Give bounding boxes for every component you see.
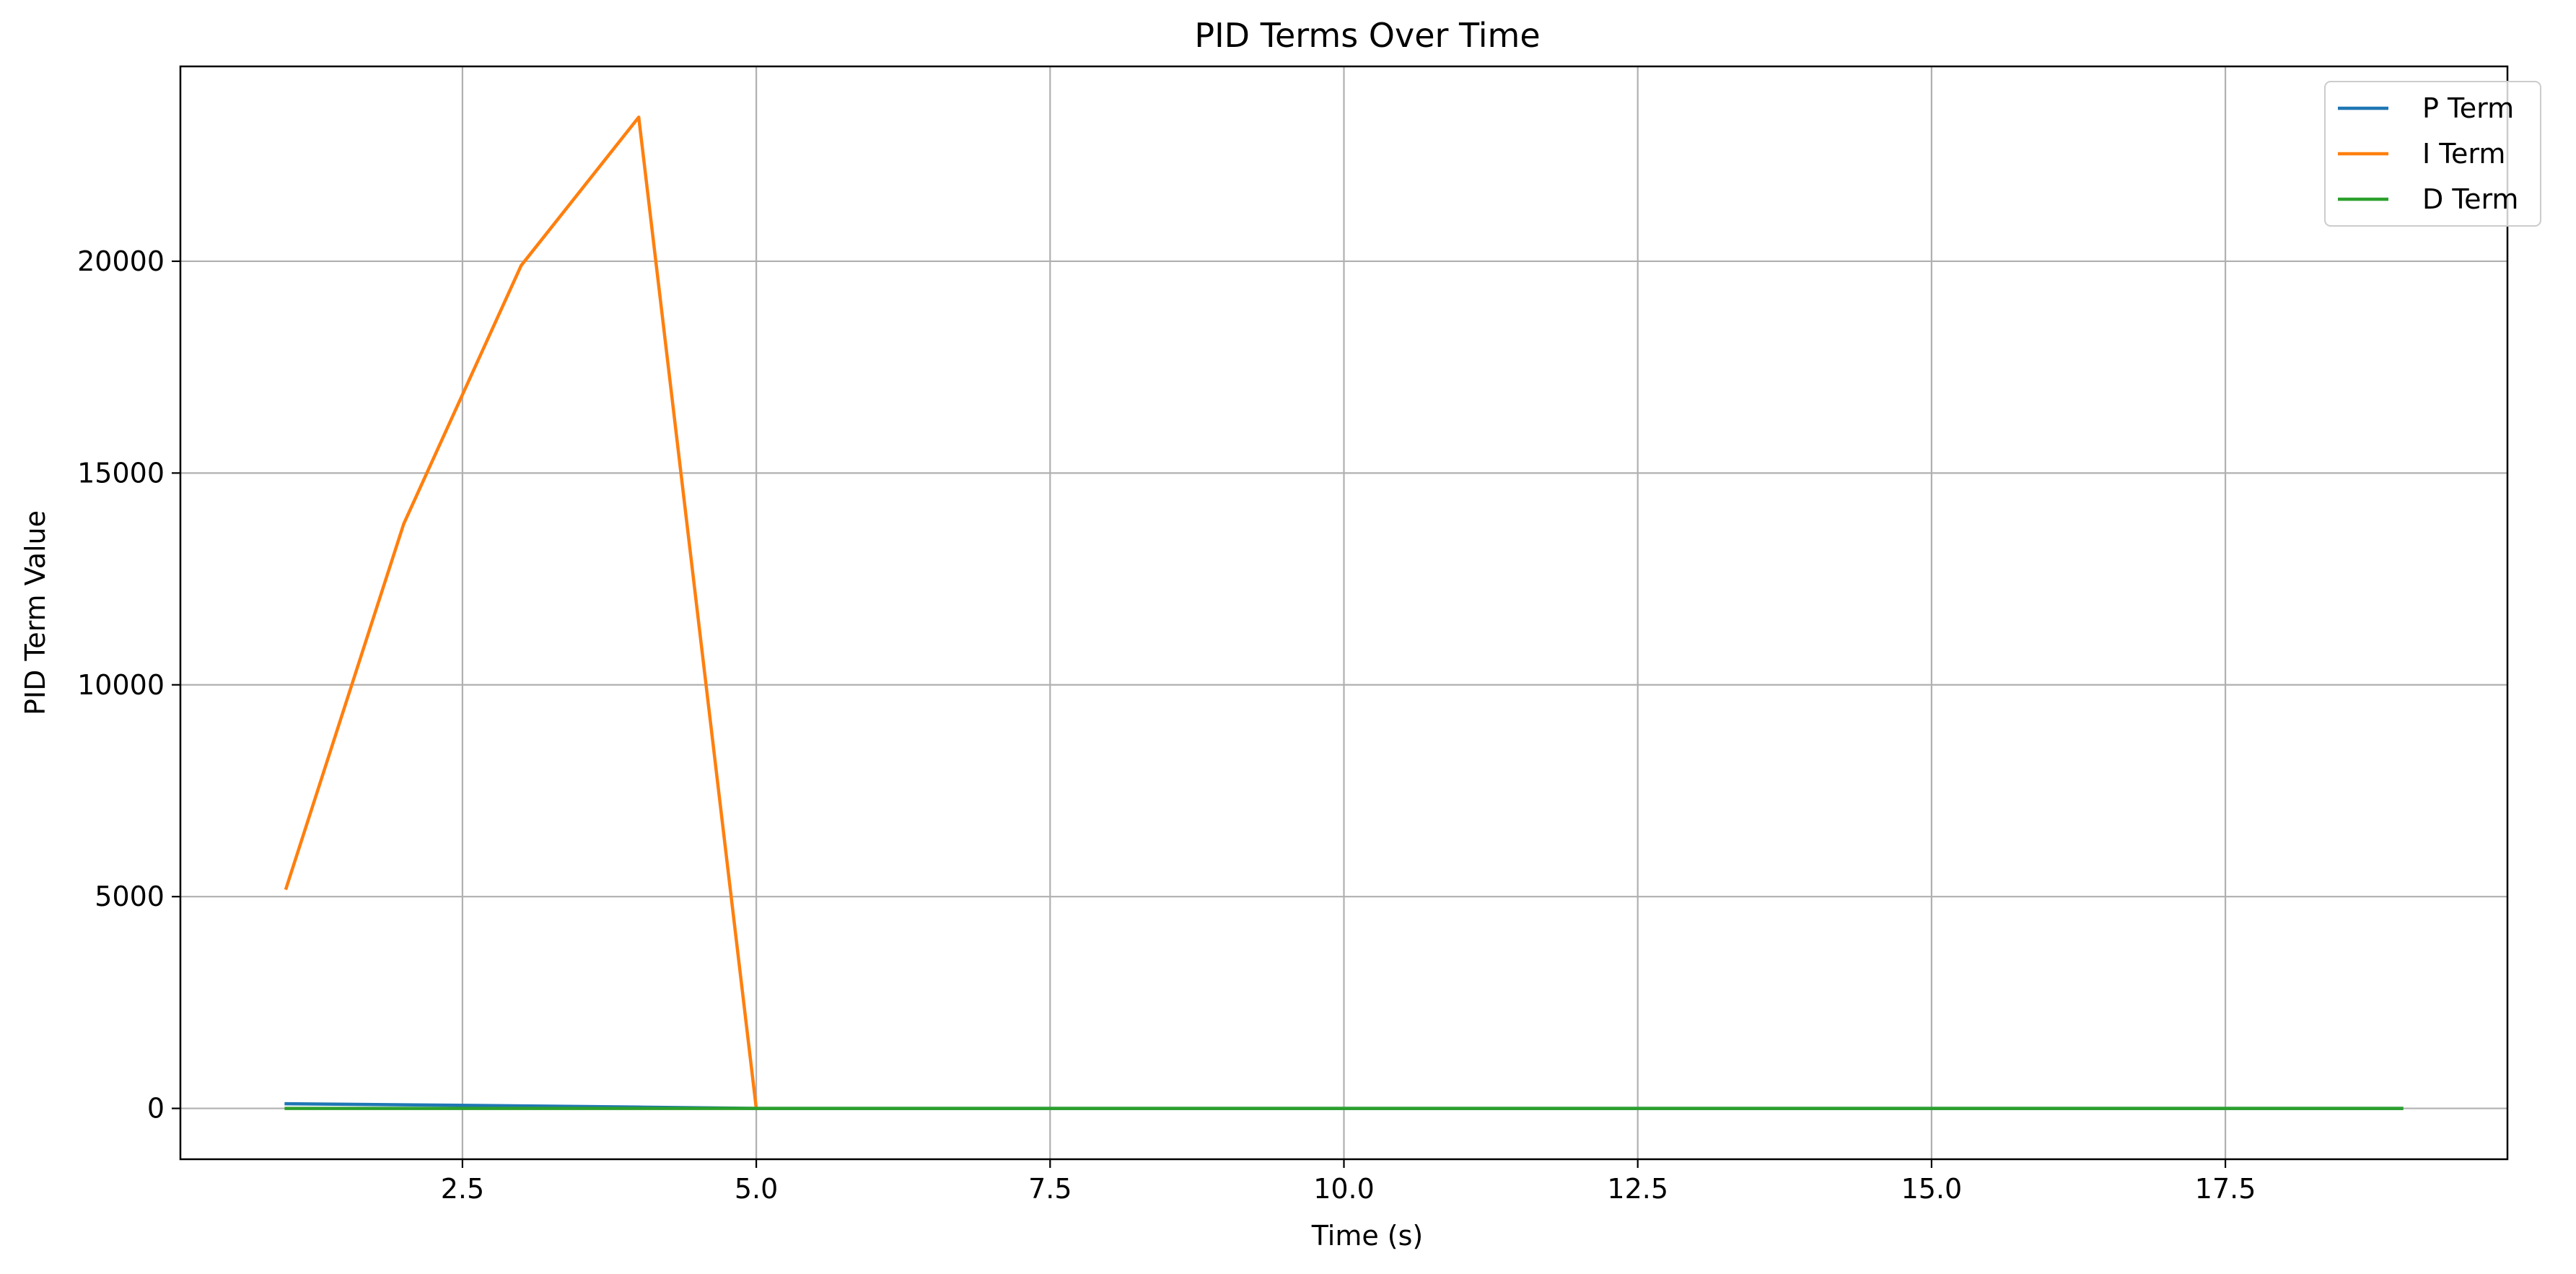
y-tick-label: 10000 — [77, 669, 165, 701]
series-lines — [284, 115, 2404, 1111]
x-tick-label: 10.0 — [1313, 1173, 1375, 1205]
legend: P Term I Term D Term — [2324, 81, 2541, 227]
x-tick-label: 15.0 — [1901, 1173, 1963, 1205]
y-tick-label: 0 — [147, 1093, 165, 1125]
x-tick-label: 2.5 — [441, 1173, 484, 1205]
y-tick-label: 5000 — [95, 881, 165, 912]
legend-box — [2324, 81, 2541, 227]
y-ticks: 0 5000 10000 15000 20000 — [77, 245, 180, 1125]
x-tick-label: 5.0 — [735, 1173, 778, 1205]
x-tick-label: 17.5 — [2195, 1173, 2256, 1205]
legend-label-p-term: P Term — [2422, 92, 2514, 124]
chart-title: PID Terms Over Time — [1194, 16, 1540, 55]
x-axis-label: Time (s) — [1311, 1220, 1424, 1252]
legend-label-d-term: D Term — [2422, 183, 2518, 215]
y-tick-label: 15000 — [77, 457, 165, 489]
x-tick-label: 7.5 — [1028, 1173, 1072, 1205]
y-tick-label: 20000 — [77, 245, 165, 277]
y-axis-label: PID Term Value — [19, 510, 51, 715]
x-tick-label: 12.5 — [1607, 1173, 1668, 1205]
grid-lines — [180, 66, 2507, 1159]
x-ticks: 2.5 5.0 7.5 10.0 12.5 15.0 17.5 — [441, 1159, 2256, 1205]
series-line-i-term — [284, 115, 758, 1111]
legend-label-i-term: I Term — [2422, 138, 2505, 170]
